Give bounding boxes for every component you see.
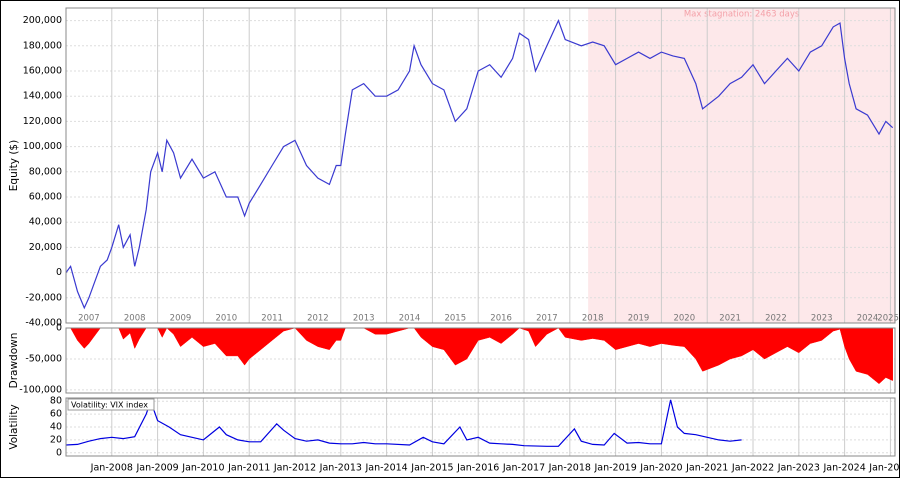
x-tick-label: 2011 [261, 314, 283, 324]
y-tick-label: 0 [56, 323, 62, 334]
y-tick-label: 80 [50, 396, 62, 407]
y-tick-label: 20,000 [29, 242, 62, 253]
y-tick-label: 0 [56, 267, 62, 278]
x-tick-label: Jan-2020 [639, 463, 682, 474]
legend-box [67, 398, 155, 411]
x-tick-label: 2009 [170, 314, 192, 324]
y-axis-title: Volatility [8, 404, 20, 449]
x-tick-label: Jan-2014 [364, 463, 407, 474]
y-tick-label: -100,000 [19, 384, 62, 395]
x-tick-label: 2008 [124, 314, 146, 324]
y-tick-label: 40,000 [29, 217, 62, 228]
x-tick-label: Jan-2024 [822, 463, 865, 474]
x-tick-label: Jan-2019 [593, 463, 636, 474]
x-tick-label: 2016 [490, 314, 512, 324]
x-tick-label: Jan-2015 [410, 463, 453, 474]
y-tick-label: 40 [50, 422, 62, 433]
y-tick-label: 100,000 [23, 141, 62, 152]
x-tick-label: Jan-2012 [273, 463, 316, 474]
x-tick-label: 2007 [78, 314, 100, 324]
x-tick-label: 2018 [582, 314, 604, 324]
x-tick-label: 2017 [536, 314, 558, 324]
x-tick-label: 2010 [215, 314, 237, 324]
y-tick-label: 180,000 [23, 40, 62, 51]
x-tick-label: Jan-2010 [181, 463, 224, 474]
x-tick-label: 2024 [857, 314, 879, 324]
equity-line [65, 19, 894, 310]
x-tick-label: Jan-2018 [548, 463, 591, 474]
stagnation-label: Max stagnation: 2463 days [684, 10, 800, 20]
plot-frame [65, 397, 896, 457]
legend-label: Volatility: VIX index [71, 401, 148, 410]
plot-frame [65, 7, 896, 324]
y-tick-label: 140,000 [23, 91, 62, 102]
x-tick-label: 2013 [353, 314, 375, 324]
x-tick-label: 2023 [811, 314, 833, 324]
x-tick-label: Jan-2017 [502, 463, 545, 474]
x-tick-label: 2022 [765, 314, 787, 324]
y-axis-title: Equity ($) [8, 140, 20, 191]
x-tick-label: Jan-2008 [90, 463, 133, 474]
vix-line [65, 399, 742, 447]
x-tick-label: 2020 [673, 314, 695, 324]
y-tick-label: 80,000 [29, 166, 62, 177]
y-tick-label: 120,000 [23, 116, 62, 127]
x-tick-label: Jan-2016 [456, 463, 499, 474]
x-tick-label: Jan-2023 [777, 463, 820, 474]
plot-frame [65, 327, 896, 394]
x-tick-label: Jan-2009 [135, 463, 178, 474]
x-tick-label: Jan-2021 [685, 463, 728, 474]
y-tick-label: 20 [50, 434, 62, 445]
x-tick-label: 2015 [444, 314, 466, 324]
x-tick-label: 2019 [628, 314, 650, 324]
y-tick-label: 60,000 [29, 192, 62, 203]
y-tick-label: -50,000 [25, 353, 62, 364]
x-tick-label: 2012 [307, 314, 329, 324]
x-tick-label: Jan-2022 [731, 463, 774, 474]
x-tick-label: Jan-2025 [868, 463, 900, 474]
y-tick-label: -20,000 [25, 292, 62, 303]
y-tick-label: 60 [50, 409, 62, 420]
x-tick-label: 2025 [877, 314, 899, 324]
x-tick-label: Jan-2011 [227, 463, 270, 474]
y-tick-label: 160,000 [23, 66, 62, 77]
y-tick-label: 0 [56, 447, 62, 458]
x-tick-label: 2014 [399, 314, 421, 324]
y-tick-label: -40,000 [25, 318, 62, 329]
y-axis-title: Drawdown [8, 333, 20, 389]
x-tick-label: Jan-2013 [319, 463, 362, 474]
x-tick-label: 2021 [719, 314, 741, 324]
y-tick-label: 200,000 [23, 15, 62, 26]
stagnation-region [588, 8, 895, 323]
